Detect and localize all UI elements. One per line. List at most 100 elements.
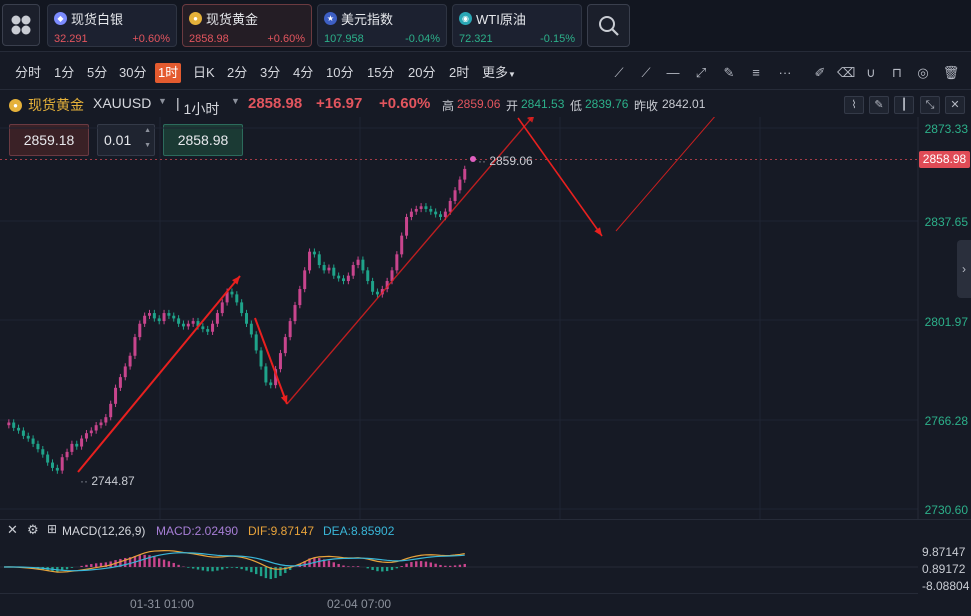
caret-down-icon: ▼ [508,70,516,79]
candle [186,323,190,327]
tab-timeframe[interactable]: 30分 [119,65,147,80]
symbol-code[interactable]: XAUUSD [93,95,152,111]
candle [293,305,297,322]
tab-timeframe[interactable]: 2时 [449,65,470,80]
candle [405,216,409,236]
fib-icon[interactable]: ≡ [752,65,760,80]
dea-value: DEA:8.85902 [323,524,395,538]
price-chart[interactable]: ·· 2859.06 ·· 2744.87 [0,117,971,519]
close-icon[interactable]: ✕ [7,522,18,537]
stepper-up-icon[interactable]: ▲ [144,127,151,134]
tab-timeframe[interactable]: 分时 [15,65,42,80]
delete-icon[interactable]: 🗑 [942,65,960,80]
edit-icon[interactable]: ✐ [814,65,826,80]
candle [89,430,93,434]
candle [443,211,447,217]
candle [148,313,151,316]
tab-timeframe[interactable]: 5分 [87,65,108,80]
dea-line [3,552,465,572]
interval-caret-icon[interactable]: ▼ [231,96,240,106]
candle [303,270,307,290]
symbol-name[interactable]: 现货黄金 [28,97,84,113]
candle [317,254,321,266]
candle [128,355,132,367]
candle [162,313,166,322]
macd-title[interactable]: MACD(12,26,9) [62,524,146,538]
ticker-wti-oil[interactable]: ◉ WTI原油 72.321 -0.15% [452,4,582,47]
pen-icon[interactable]: ✎ [723,65,735,80]
buy-price-button[interactable]: 2858.98 [163,124,243,156]
tab-timeframe[interactable]: 10分 [326,65,354,80]
lock-icon[interactable]: ⊓ [891,65,903,80]
candle [419,206,423,209]
macd-axis-label: 0.89172 [922,562,966,576]
apps-icon[interactable] [2,4,40,46]
sell-price-button[interactable]: 2859.18 [9,124,89,156]
settings-icon[interactable]: ⚙ [27,522,39,537]
ticker-usd-index[interactable]: ★ 美元指数 107.958 -0.04% [317,4,447,47]
tab-timeframe[interactable]: 20分 [408,65,436,80]
eraser-icon[interactable]: ⌫ [837,65,856,80]
price-axis-label: 2730.60 [924,503,968,517]
macd-chart [0,550,918,580]
stepper-down-icon[interactable]: ▼ [144,142,151,149]
candle-style-icon[interactable]: ┃ [894,96,914,114]
candle [395,254,399,271]
high-mark-label: ·· 2859.06 [478,154,533,168]
more-timeframes-dropdown[interactable]: 更多▼ [479,63,519,83]
search-button[interactable] [587,4,630,47]
eye-icon[interactable]: ◎ [917,65,929,80]
price-axis-label: 2766.28 [924,414,968,428]
candle [21,430,25,436]
candle [46,454,50,463]
more-icon[interactable]: ··· [778,65,792,80]
ticker-price: 72.321 [459,33,493,45]
symbol-caret-icon[interactable]: ▼ [158,96,167,106]
tab-timeframe[interactable]: 2分 [227,65,248,80]
candle [75,443,79,447]
oil-icon: ◉ [459,12,472,25]
current-price-tag: 2858.98 [919,151,970,168]
close-icon[interactable]: ✕ [945,96,965,114]
trend-line-icon[interactable]: ⟋ [614,65,624,80]
chart-grid [0,117,918,519]
horizontal-line-icon[interactable]: — [666,65,680,80]
ticker-change: -0.15% [540,33,575,45]
price-change: +16.97 [316,95,363,112]
candle [65,451,69,458]
tab-timeframe[interactable]: 1分 [54,65,75,80]
candle [361,259,365,271]
macd-axis-label: 9.87147 [922,545,966,559]
magnet-icon[interactable]: ∪ [866,65,876,80]
add-indicator-icon[interactable]: ⊞ [47,522,58,536]
tab-timeframe[interactable]: 15分 [367,65,395,80]
candle [235,294,239,303]
ticker-gold[interactable]: ● 现货黄金 2858.98 +0.60% [182,4,312,47]
arrow-head [232,276,240,285]
ticker-change: +0.60% [267,33,305,45]
ticker-silver[interactable]: ◆ 现货白银 32.291 +0.60% [47,4,177,47]
chart-type-icon[interactable]: ⌇ [844,96,864,114]
arrow-head [526,117,535,123]
candle [123,366,127,378]
trend-arrow-line [286,117,534,405]
candle [288,321,292,338]
high-label: 高 [442,99,455,113]
tab-timeframe[interactable]: 3分 [260,65,281,80]
tab-timeframe[interactable]: 4分 [293,65,314,80]
segment-icon[interactable]: ⤢ [695,65,707,80]
candle [327,267,331,271]
chevron-right-icon[interactable]: › [957,240,971,298]
drawn-arrows[interactable] [77,117,786,473]
trend-arrow-line [615,117,716,232]
edit-chart-icon[interactable]: ✎ [869,96,889,114]
candle [191,321,195,324]
lot-size-input[interactable]: 0.01 ▲ ▼ [97,124,155,156]
ray-icon[interactable]: ⟋ [641,65,651,80]
tab-timeframe-active[interactable]: 1时 [155,63,182,83]
candle [453,190,457,201]
collapse-icon[interactable]: ⤡ [920,96,940,114]
macd-axis-label: -8.08804 [922,579,970,593]
tab-timeframe[interactable]: 日K [193,65,215,80]
interval-select[interactable]: | 1小时 [176,95,220,117]
